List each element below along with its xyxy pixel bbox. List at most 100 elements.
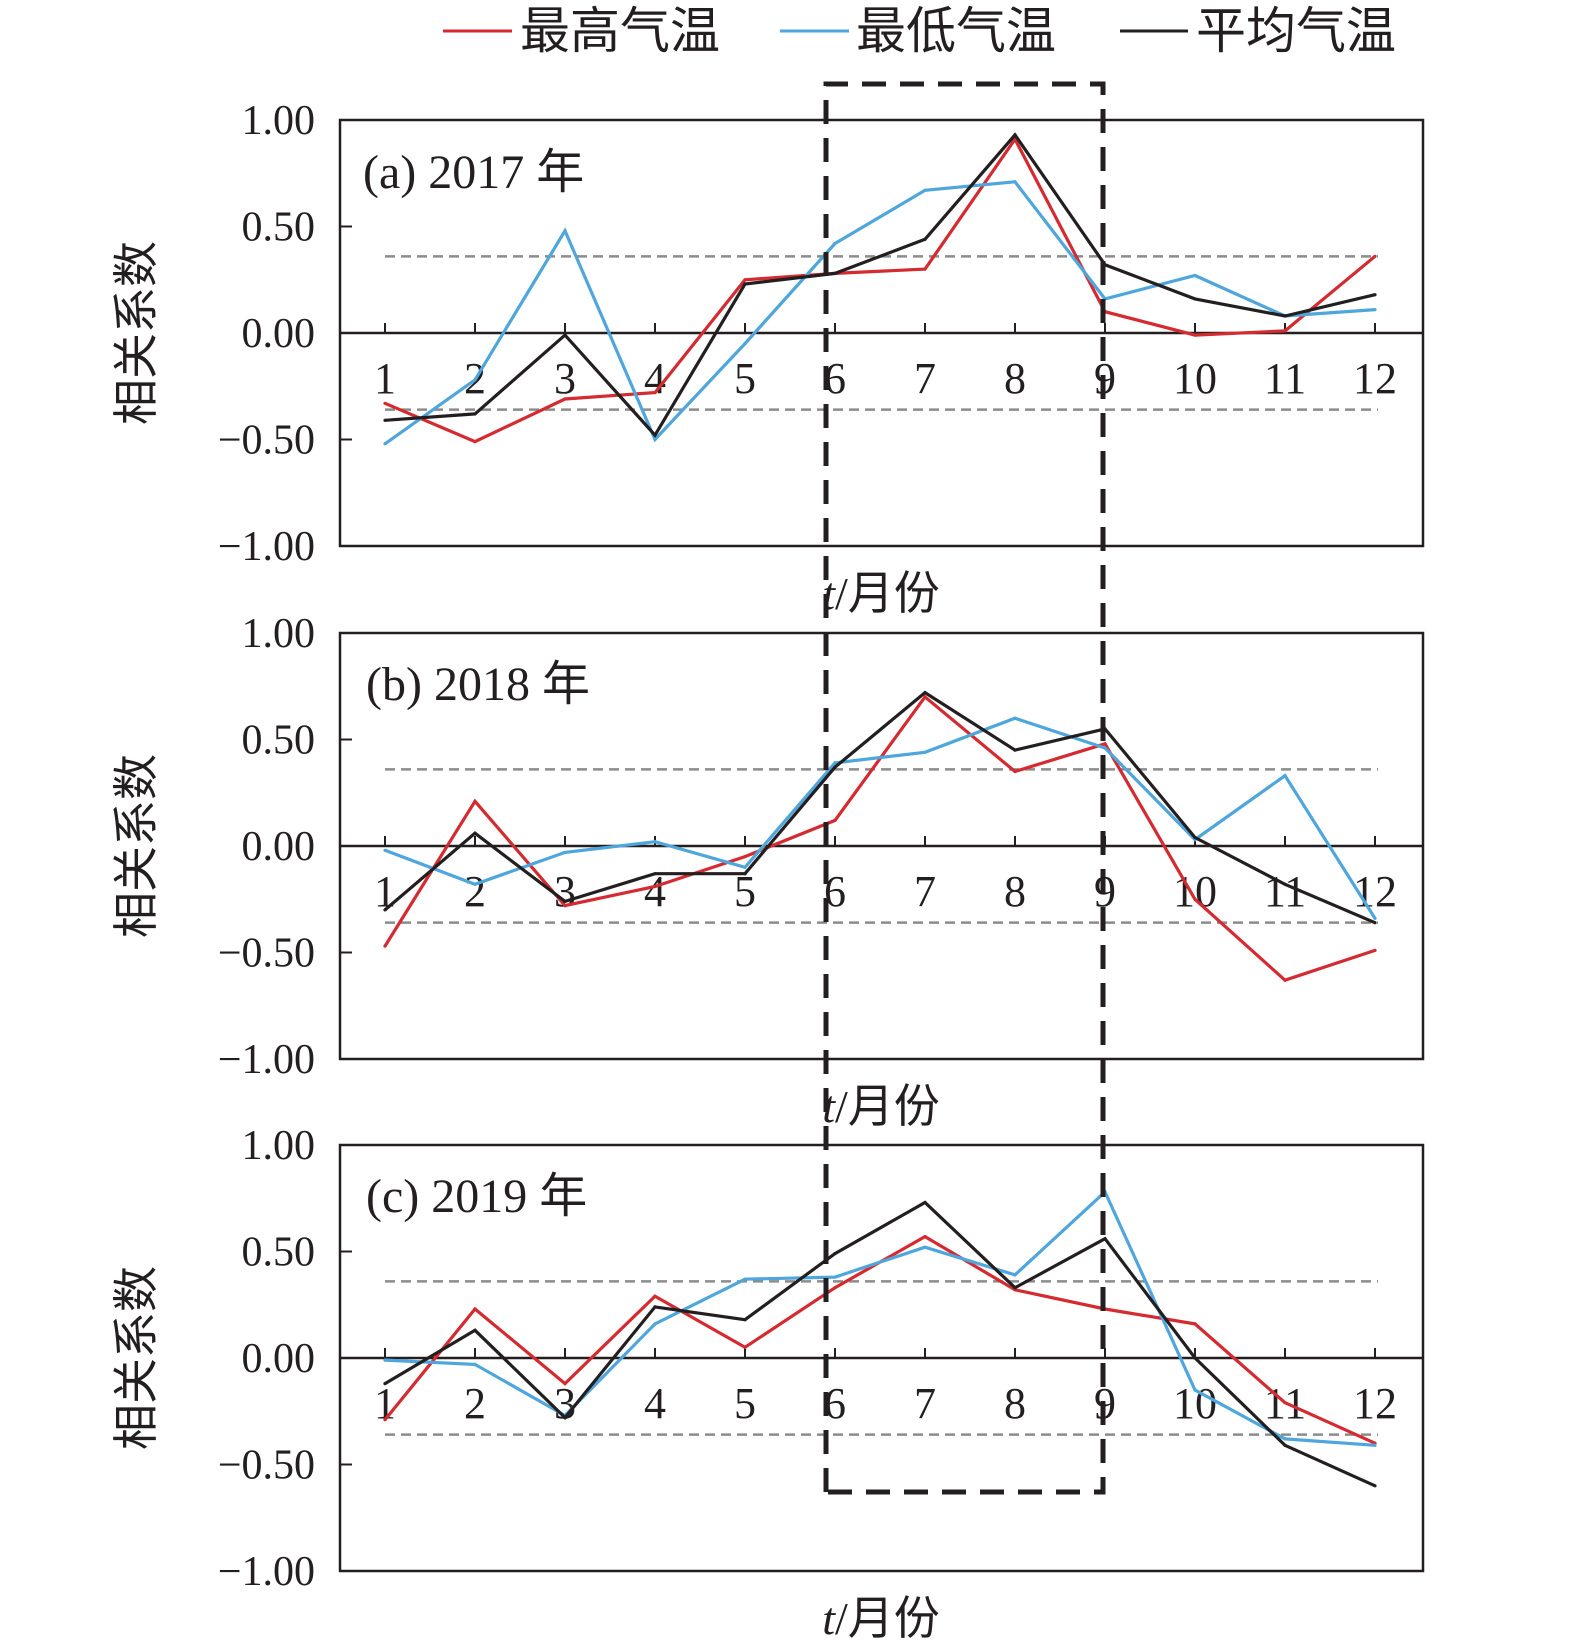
y-tick-label: 0.50 (242, 205, 316, 251)
data-point (1013, 133, 1017, 137)
series-line-3 (384, 132, 1376, 438)
data-point (563, 904, 567, 908)
data-point (1103, 742, 1107, 746)
data-point (1283, 774, 1287, 778)
data-point (1193, 835, 1197, 840)
y-tick-label: −0.50 (218, 1443, 315, 1489)
x-tick-label: 2 (464, 867, 486, 916)
data-point (1373, 948, 1377, 953)
data-point (473, 1307, 477, 1311)
x-tick-label: 5 (734, 1379, 756, 1428)
panel-b: 1.000.500.00−0.50−1.001 2 3 4 5 6 7 8 9 10 11 12(b)… (111, 611, 1425, 1132)
data-point (743, 1345, 747, 1349)
data-point (923, 750, 927, 754)
x-tick-label: 11 (1264, 354, 1306, 403)
data-point (833, 241, 837, 246)
series-line-2 (384, 180, 1376, 446)
data-point (1193, 1322, 1197, 1326)
data-point (473, 882, 477, 886)
data-point (833, 765, 837, 769)
data-point (833, 1286, 837, 1290)
data-point (563, 1382, 567, 1386)
legend-label-1: 最高气温 (520, 3, 720, 59)
panel-label: (c) 2019 年 (366, 1170, 587, 1223)
data-point (1373, 254, 1377, 258)
data-point (1013, 748, 1017, 752)
data-point (743, 872, 747, 876)
data-point (1103, 746, 1107, 750)
panel-c: 1.000.500.00−0.50−1.001 2 3 4 5 6 7 8 9 10 11 12(c)… (111, 1123, 1425, 1644)
y-tick-label: −1.00 (218, 1549, 315, 1595)
data-point (1373, 1443, 1377, 1447)
data-point (833, 1275, 837, 1279)
data-point (743, 278, 747, 282)
x-tick-label: 8 (1004, 1379, 1026, 1428)
data-point (1283, 1443, 1287, 1447)
x-tick-label: 5 (734, 867, 756, 916)
y-tick-label: 0.00 (242, 1336, 316, 1382)
data-point (563, 850, 567, 855)
data-point (563, 397, 567, 401)
x-tick-label: 1 (374, 354, 396, 403)
data-point (653, 1305, 657, 1309)
data-point (743, 1318, 747, 1322)
data-point (1283, 978, 1287, 982)
x-axis-title-unit: /月份 (835, 1081, 940, 1132)
highlight-box (823, 81, 1106, 1495)
y-tick-label: 1.00 (242, 98, 316, 144)
data-point (923, 188, 927, 192)
series-line-1 (383, 1234, 1376, 1445)
data-point (1283, 314, 1287, 318)
y-tick-label: 1.00 (242, 1123, 316, 1169)
x-tick-label: 1 (374, 1379, 396, 1428)
x-tick-label: 3 (554, 867, 576, 916)
data-point (563, 333, 567, 337)
data-point (563, 899, 567, 904)
data-point (1103, 1237, 1107, 1241)
x-tick-label: 4 (644, 867, 666, 916)
series-line-2 (384, 716, 1377, 920)
x-tick-label: 6 (824, 1379, 846, 1428)
data-point (383, 401, 387, 405)
chart-panels: 1.000.500.00−0.50−1.00123456789101112(a)… (111, 98, 1425, 1644)
y-tick-label: 0.00 (242, 824, 316, 870)
data-point (743, 342, 747, 346)
data-point (473, 1362, 477, 1366)
data-point (833, 271, 837, 275)
data-point (1283, 882, 1287, 886)
data-point (833, 761, 837, 765)
data-point (1193, 897, 1197, 901)
x-tick-label: 7 (914, 354, 936, 403)
data-point (1013, 180, 1017, 184)
data-point (383, 908, 387, 912)
panel-a: 1.000.500.00−0.50−1.00123456789101112(a)… (111, 98, 1425, 619)
x-tick-label: 2 (464, 1379, 486, 1428)
x-tick-label: 6 (824, 867, 846, 916)
data-point (923, 1200, 927, 1205)
x-axis-title: t/月份 (822, 1593, 940, 1644)
data-point (1373, 1484, 1377, 1488)
x-tick-label: 3 (554, 354, 576, 403)
data-point (923, 695, 927, 699)
data-point (1373, 293, 1377, 297)
x-tick-label: 7 (914, 867, 936, 916)
series-line-3 (383, 690, 1376, 925)
data-point (833, 1252, 837, 1256)
y-tick-label: 1.00 (242, 611, 316, 657)
data-point (473, 1328, 477, 1332)
y-tick-label: −0.50 (218, 931, 315, 977)
data-point (1193, 273, 1197, 278)
data-point (1193, 1388, 1197, 1392)
x-tick-label: 8 (1004, 354, 1026, 403)
x-axis-title: t/月份 (822, 568, 940, 619)
x-tick-label: 4 (644, 1379, 666, 1428)
y-tick-label: 0.00 (242, 311, 316, 357)
y-axis-title: 相关系数 (111, 241, 162, 425)
x-axis-title-unit: /月份 (835, 1593, 940, 1644)
data-point (923, 1235, 927, 1239)
data-point (653, 872, 657, 876)
data-point (923, 237, 927, 241)
data-point (473, 412, 477, 416)
highlight-box-outline (823, 81, 1106, 1495)
